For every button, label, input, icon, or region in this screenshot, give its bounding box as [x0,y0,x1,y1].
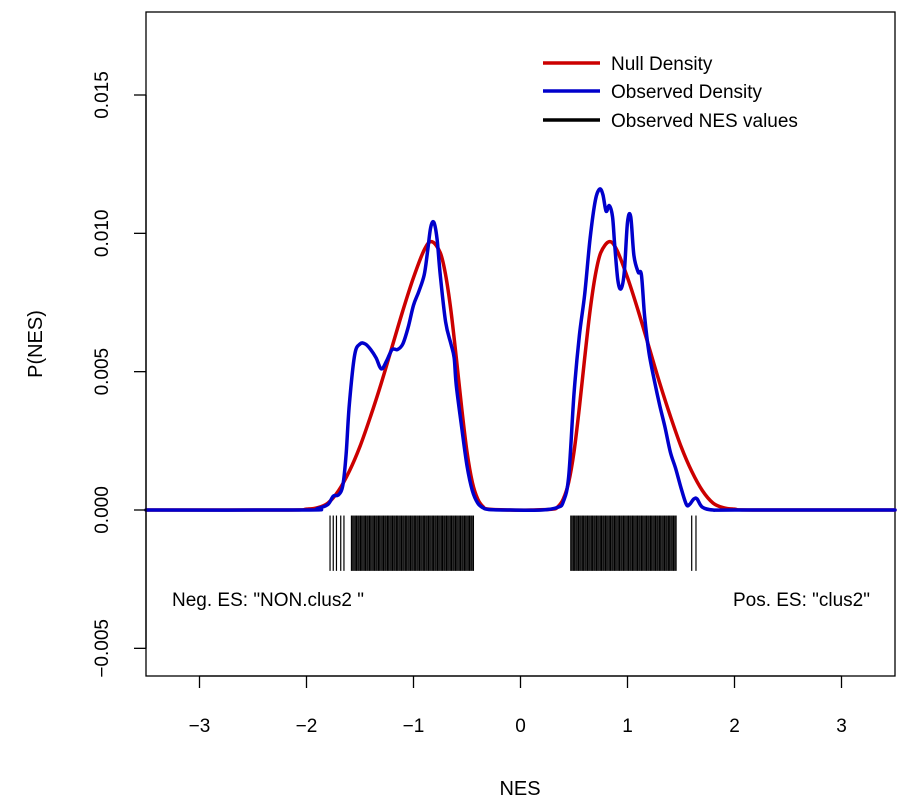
annotation-pos-es: Pos. ES: "clus2" [733,590,870,611]
y-tick-label: 0.015 [92,71,113,119]
x-axis: −3 −2 −1 0 1 2 3 [189,675,847,737]
y-tick-label: −0.005 [92,619,113,678]
x-tick-label: 3 [836,716,847,737]
legend-label-null-density: Null Density [611,54,713,75]
rug-layer [329,515,697,571]
series-observed-density [144,187,897,512]
annotation-neg-es: Neg. ES: "NON.clus2 " [172,590,364,611]
x-axis-title: NES [499,778,540,800]
series-null-density [144,239,897,512]
x-tick-label: −3 [189,716,211,737]
legend-label-observed-nes: Observed NES values [611,111,798,132]
y-tick-label: 0.010 [92,210,113,258]
x-tick-label: −1 [403,716,425,737]
x-tick-label: −2 [296,716,318,737]
x-tick-label: 0 [515,716,526,737]
legend: Null Density Observed Density Observed N… [543,54,798,132]
y-axis-title: P(NES) [25,310,47,378]
series-layer [144,187,897,512]
x-tick-label: 2 [729,716,740,737]
y-tick-label: 0.005 [92,348,113,396]
legend-label-observed-density: Observed Density [611,82,763,103]
x-tick-label: 1 [622,716,633,737]
y-tick-label: 0.000 [92,486,113,534]
y-axis: −0.005 0.000 0.005 0.010 0.015 [92,71,147,678]
